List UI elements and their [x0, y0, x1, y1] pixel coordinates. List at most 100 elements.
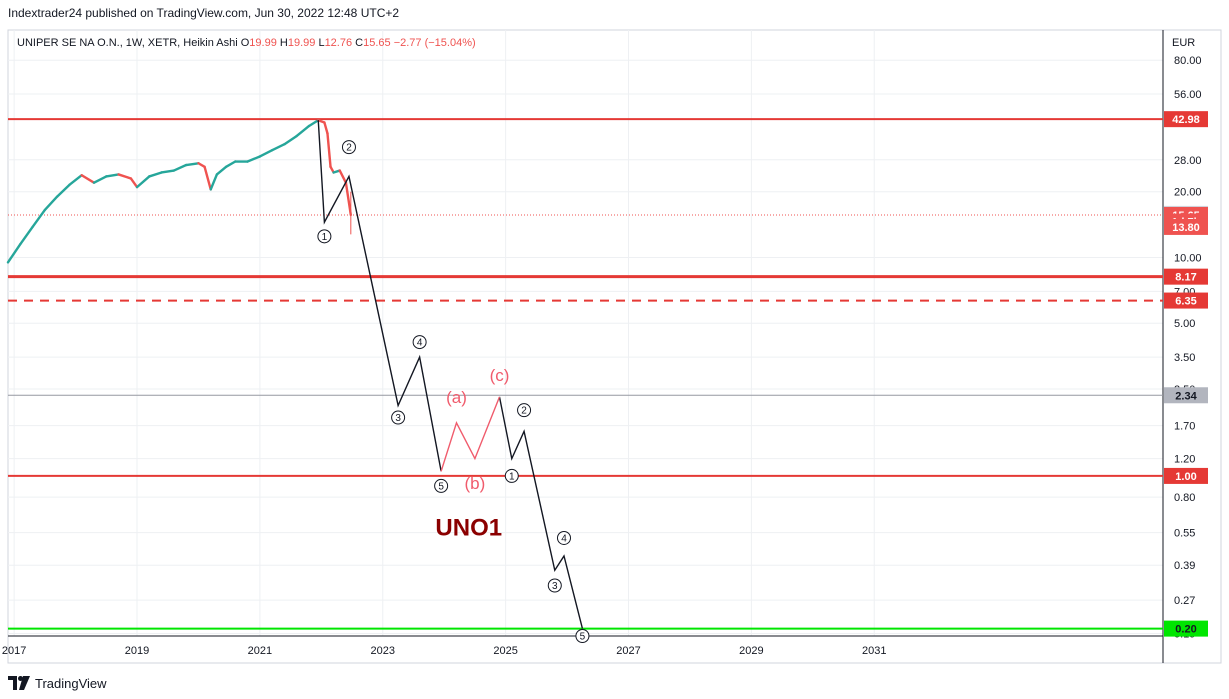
level-badge: 6.35	[1175, 296, 1196, 308]
wave-label-circle	[434, 478, 449, 493]
price-segment	[283, 134, 298, 146]
wave-label-circle	[556, 530, 571, 545]
footer: TradingView	[8, 674, 107, 692]
price-segment	[215, 165, 228, 176]
wave-label-circle	[341, 140, 356, 155]
price-segment	[246, 155, 262, 163]
price-segment	[80, 174, 96, 184]
wave-label: 2	[521, 406, 527, 417]
chart-legend: UNIPER SE NA O.N., 1W, XETR, Heikin Ashi…	[17, 37, 476, 49]
price-badge: 13.80	[1172, 222, 1200, 234]
price-segment	[224, 160, 237, 169]
ticker-annotation: UNO1	[435, 515, 502, 542]
price-segment	[209, 173, 219, 191]
publisher-line: Indextrader24 published on TradingView.c…	[8, 6, 400, 20]
level-badge-bg	[1164, 268, 1208, 285]
wave-label-circle	[575, 629, 590, 643]
y-tick-label: 1.20	[1174, 454, 1195, 466]
y-tick-label: 0.80	[1174, 492, 1195, 504]
price-segment	[326, 132, 332, 169]
price-segment	[344, 181, 353, 217]
y-tick-label: 3.50	[1174, 352, 1195, 364]
wave-label: 4	[561, 533, 567, 544]
wave-label-circle	[391, 410, 406, 425]
x-tick-label: 2021	[248, 645, 272, 657]
level-badge-bg	[1164, 111, 1208, 128]
wave-label: 5	[438, 481, 444, 492]
price-segment	[338, 169, 348, 184]
price-segment	[160, 169, 176, 174]
wave-label: 2	[346, 143, 352, 154]
level-badge-bg	[1164, 467, 1208, 484]
corrective-wave[interactable]	[440, 396, 501, 472]
y-tick-label: 5.00	[1174, 318, 1195, 330]
level-badge: 0.20	[1175, 624, 1196, 636]
impulse-wave-2[interactable]	[498, 396, 584, 629]
level-badge: 1.00	[1175, 471, 1196, 483]
x-tick-label: 2017	[2, 645, 26, 657]
price-segment	[184, 162, 200, 167]
wave-label: 3	[552, 581, 558, 592]
wave-label: 1	[322, 232, 328, 243]
y-tick-label: 28.00	[1174, 155, 1202, 167]
price-segment	[203, 165, 212, 191]
price-segment	[270, 143, 286, 152]
x-tick-label: 2029	[739, 645, 763, 657]
price-segment	[68, 174, 83, 187]
wave-label: (a)	[446, 388, 467, 407]
price-segment	[55, 183, 71, 198]
impulse-wave-1[interactable]	[317, 120, 442, 472]
level-badge: 2.34	[1175, 390, 1197, 402]
wave-label: (b)	[465, 474, 486, 493]
wave-label-circle	[517, 403, 532, 418]
level-badge-bg	[1164, 292, 1208, 309]
chart-frame	[7, 29, 1222, 664]
wave-label-circle	[412, 335, 427, 350]
wave-label: 3	[395, 413, 401, 424]
wave-label: 1	[509, 471, 515, 482]
footer-brand[interactable]: TradingView	[35, 675, 107, 691]
price-segment	[258, 148, 274, 158]
wave-label: (c)	[490, 366, 510, 385]
price-segment	[148, 171, 163, 178]
x-tick-label: 2025	[493, 645, 517, 657]
price-segment	[135, 175, 151, 189]
wave-label-circle	[504, 468, 519, 483]
currency-label: EUR	[1172, 37, 1195, 49]
price-segment	[43, 195, 59, 212]
y-tick-label: 0.39	[1174, 560, 1195, 572]
price-segment	[323, 121, 329, 135]
price-segment	[92, 175, 108, 184]
price-segment	[31, 208, 47, 229]
x-tick-label: 2019	[125, 645, 149, 657]
y-tick-label: 80.00	[1174, 55, 1202, 67]
y-tick-label: 56.00	[1174, 89, 1202, 101]
level-badge-bg	[1164, 387, 1208, 404]
price-segment	[105, 173, 120, 178]
wave-label-circle	[547, 578, 562, 593]
x-tick-label: 2031	[862, 645, 886, 657]
y-tick-label: 10.00	[1174, 252, 1202, 264]
price-segment	[295, 124, 311, 138]
y-tick-label: 0.27	[1174, 595, 1195, 607]
wave-label: 5	[580, 632, 586, 643]
y-tick-label: 0.55	[1174, 528, 1195, 540]
x-tick-label: 2023	[371, 645, 395, 657]
price-segment	[19, 225, 34, 246]
tradingview-logo-icon[interactable]	[8, 676, 30, 690]
price-segment	[129, 177, 139, 189]
price-segment	[117, 173, 133, 180]
wave-label: 4	[417, 338, 423, 349]
price-segment	[172, 163, 188, 172]
level-badge: 42.98	[1172, 114, 1200, 126]
price-segment	[6, 243, 22, 264]
level-badge-bg	[1164, 620, 1208, 637]
wave-label-circle	[317, 229, 332, 244]
level-badge: 8.17	[1175, 272, 1196, 284]
y-tick-label: 1.70	[1174, 421, 1195, 433]
y-tick-label: 20.00	[1174, 187, 1202, 199]
x-tick-label: 2027	[616, 645, 640, 657]
price-badge-bg	[1164, 218, 1208, 235]
price-segment	[307, 119, 320, 128]
